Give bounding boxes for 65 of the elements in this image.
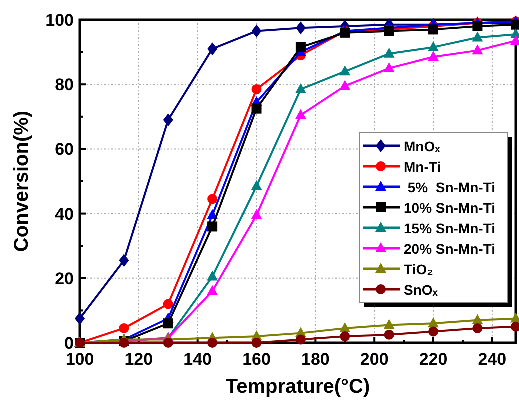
point [163, 114, 174, 127]
x-tick-label: 220 [419, 350, 448, 369]
y-axis-title: Conversion(%) [11, 110, 33, 252]
point [384, 62, 395, 72]
point [207, 270, 218, 281]
point [472, 21, 483, 32]
x-tick-label: 240 [478, 350, 507, 369]
point [472, 32, 484, 42]
x-axis-title: Temprature(°C) [226, 376, 370, 398]
x-tick-label: 160 [242, 350, 271, 369]
legend-label: 15% Sn-Mn-Ti [404, 220, 496, 236]
point [340, 80, 351, 90]
point [428, 41, 440, 52]
point [340, 66, 351, 76]
x-tick-label: 120 [124, 350, 154, 369]
point [295, 109, 306, 120]
point [296, 334, 306, 345]
point [384, 319, 395, 330]
x-tick-label: 180 [301, 350, 330, 369]
point [428, 51, 440, 62]
point [252, 24, 262, 38]
point [428, 318, 440, 328]
point [208, 194, 218, 204]
x-tick-label: 140 [184, 350, 212, 369]
legend-label: 10% Sn-Mn-Ti [404, 200, 496, 216]
point [472, 44, 484, 55]
y-tick-label: 100 [46, 11, 74, 30]
point [75, 312, 85, 326]
legend-label: Mn-Ti [404, 159, 442, 175]
point [340, 332, 350, 342]
legend-label: 20% Sn-Mn-Ti [404, 241, 496, 257]
point [384, 48, 395, 58]
point [208, 42, 218, 56]
point [252, 84, 262, 94]
point [251, 180, 262, 190]
y-tick-label: 0 [64, 334, 74, 353]
point [252, 338, 262, 348]
x-tick-label: 200 [360, 350, 389, 369]
y-tick-label: 20 [55, 269, 74, 288]
point [163, 338, 174, 348]
legend-label: SnOₓ [404, 282, 439, 298]
point [163, 318, 174, 329]
point [163, 299, 174, 310]
point [428, 326, 439, 337]
point [251, 209, 262, 220]
point [428, 24, 439, 35]
point [119, 254, 130, 268]
point [119, 323, 130, 334]
point [472, 314, 484, 324]
legend-label: 5% Sn-Mn-Ti [404, 180, 496, 196]
point [208, 338, 218, 348]
point [340, 322, 351, 332]
point [207, 285, 218, 296]
y-tick-label: 60 [55, 140, 74, 160]
point [472, 323, 483, 334]
point [296, 22, 306, 35]
y-tick-label: 80 [55, 76, 74, 95]
y-tick-label: 40 [55, 204, 74, 224]
point [295, 83, 306, 94]
legend-label: TiO₂ [404, 262, 434, 278]
point [252, 104, 262, 114]
legend-label: MnOₓ [404, 138, 442, 154]
point [384, 330, 394, 340]
point [296, 42, 306, 52]
point [208, 222, 218, 232]
